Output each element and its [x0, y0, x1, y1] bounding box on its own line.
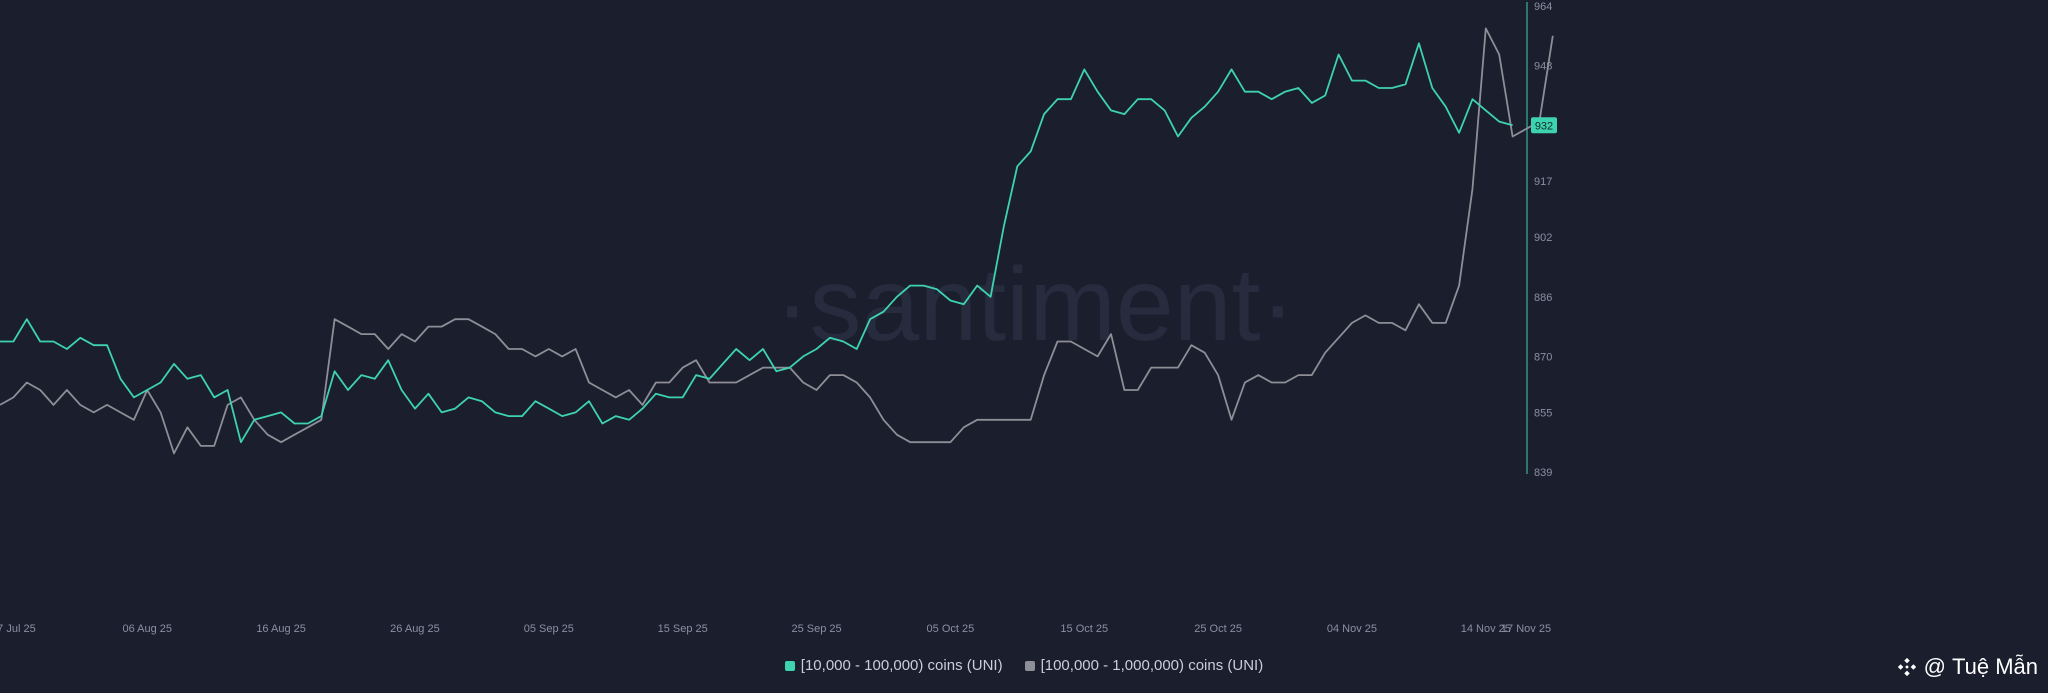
binance-diamond-icon [1897, 657, 1916, 677]
x-tick-label: 25 Sep 25 [791, 623, 841, 635]
x-tick-label: 26 Aug 25 [390, 623, 440, 635]
series-lines [0, 27, 1554, 455]
y-tick-label: 870 [1534, 351, 1552, 363]
y-tick-label: 948 [1534, 61, 1552, 73]
legend-swatch-series-2 [1024, 660, 1035, 671]
x-tick-label: 04 Nov 25 [1327, 623, 1377, 635]
y-tick-label: 917 [1534, 176, 1552, 188]
legend-swatch-series-1 [784, 660, 795, 671]
current-value-label: 932 [1535, 120, 1553, 132]
legend-label-series-1: [10,000 - 100,000) coins (UNI) [800, 657, 1003, 674]
legend-item-series-2[interactable]: [100,000 - 1,000,000) coins (UNI) [1024, 657, 1264, 674]
chart-legend: [10,000 - 100,000) coins (UNI) [100,000 … [0, 657, 2048, 674]
series-line-2 [0, 27, 1554, 455]
legend-label-series-2: [100,000 - 1,000,000) coins (UNI) [1040, 657, 1264, 674]
credit-at: @ [1923, 654, 1946, 679]
x-tick-label: 17 Nov 25 [1501, 623, 1551, 635]
x-tick-label: 05 Oct 25 [927, 623, 975, 635]
credit-name: Tuệ Mẫn [1951, 654, 2038, 679]
y-tick-label: 855 [1534, 407, 1552, 419]
author-credit: @ Tuệ Mẫn [1896, 654, 2038, 680]
x-tick-label: 14 Nov 25 [1461, 623, 1511, 635]
x-tick-label: 06 Aug 25 [122, 623, 172, 635]
santiment-watermark: ·santiment· [775, 247, 1295, 363]
x-tick-label: 25 Oct 25 [1194, 623, 1242, 635]
y-tick-label: 839 [1534, 467, 1552, 479]
y-tick-label: 902 [1534, 232, 1552, 244]
x-tick-label: 27 Jul 25 [0, 623, 36, 635]
y-tick-label: 964 [1534, 1, 1552, 13]
y-tick-label: 886 [1534, 292, 1552, 304]
current-value-badge-bg [1531, 117, 1557, 134]
x-tick-label: 15 Sep 25 [658, 623, 708, 635]
line-chart: ·santiment· 839 855 870 886 902 917 948 964 27 … [0, 1, 1557, 635]
x-tick-label: 15 Oct 25 [1060, 623, 1108, 635]
y-axis: 839 855 870 886 902 917 948 964 [1526, 1, 1552, 479]
x-tick-label: 16 Aug 25 [256, 623, 306, 635]
current-value-badge: 932 [1531, 117, 1557, 134]
x-axis: 27 Jul 25 06 Aug 25 16 Aug 25 26 Aug 25 05 S… [0, 623, 1551, 635]
series-line-1 [0, 42, 1513, 444]
x-tick-label: 05 Sep 25 [524, 623, 574, 635]
legend-item-series-1[interactable]: [10,000 - 100,000) coins (UNI) [784, 657, 1003, 674]
